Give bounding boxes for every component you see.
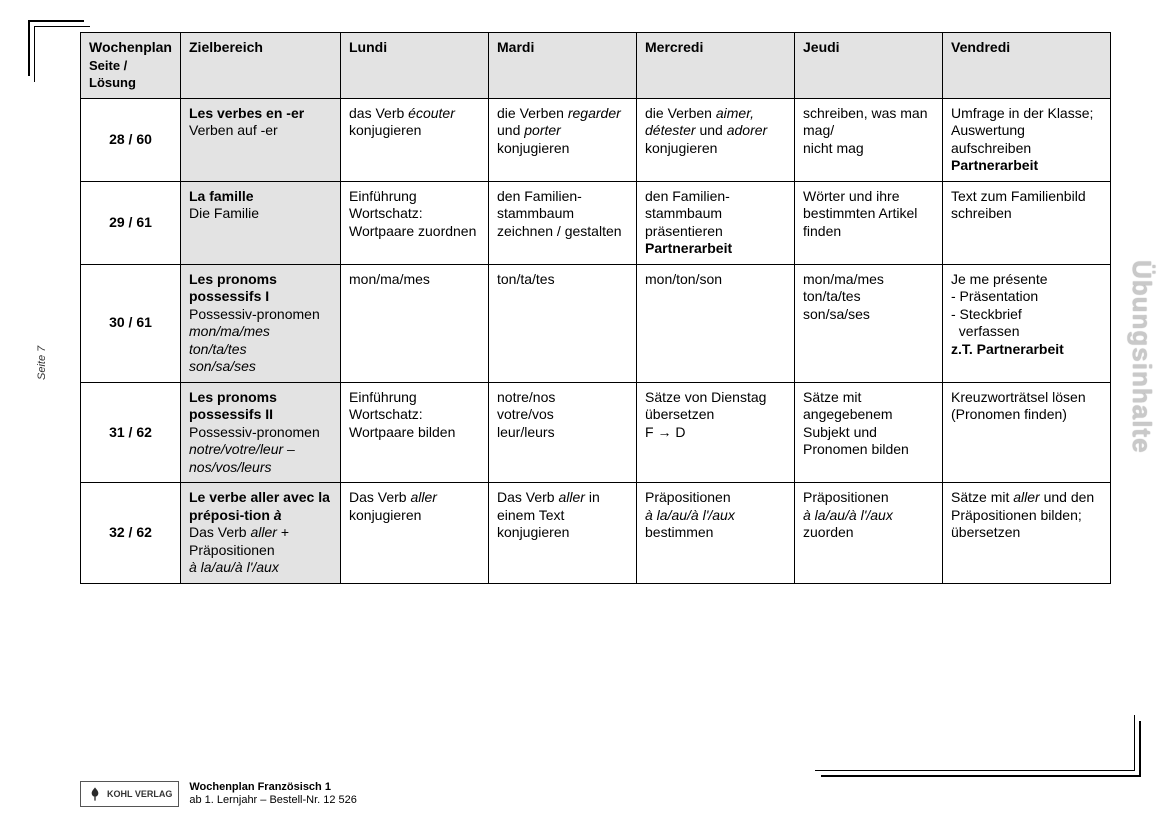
header-wochenplan: Wochenplan Seite / Lösung	[81, 33, 181, 99]
table-row: 29 / 61La familleDie FamilieEinführung W…	[81, 181, 1111, 264]
cell-mardi: die Verben regarder und porter konjugier…	[489, 98, 637, 181]
table-header-row: Wochenplan Seite / Lösung Zielbereich Lu…	[81, 33, 1111, 99]
cell-jeudi: Wörter und ihre bestimmten Artikel finde…	[795, 181, 943, 264]
cell-lundi: Das Verb aller konjugieren	[341, 483, 489, 584]
frame-line	[28, 20, 30, 76]
cell-jeudi: Präpositionenà la/au/à l'/aux zuorden	[795, 483, 943, 584]
cell-mercredi: die Verben aimer, détester und adorer ko…	[637, 98, 795, 181]
frame-line	[28, 20, 84, 22]
header-zielbereich: Zielbereich	[181, 33, 341, 99]
cell-mardi: notre/nosvotre/vosleur/leurs	[489, 382, 637, 483]
footer-text: Wochenplan Französisch 1 ab 1. Lernjahr …	[189, 781, 357, 807]
cell-lundi: mon/ma/mes	[341, 264, 489, 382]
cell-zielbereich: La familleDie Familie	[181, 181, 341, 264]
frame-line	[1134, 715, 1135, 771]
cell-lundi: Einführung Wortschatz: Wortpaare zuordne…	[341, 181, 489, 264]
header-jeudi: Jeudi	[795, 33, 943, 99]
cell-zielbereich: Les verbes en -erVerben auf -er	[181, 98, 341, 181]
footer: KOHL VERLAG Wochenplan Französisch 1 ab …	[80, 781, 357, 807]
footer-subline: ab 1. Lernjahr – Bestell-Nr. 12 526	[189, 794, 357, 807]
cell-jeudi: schreiben, was man mag/nicht mag	[795, 98, 943, 181]
publisher-name: KOHL VERLAG	[107, 789, 172, 799]
cell-page: 28 / 60	[81, 98, 181, 181]
table-row: 32 / 62Le verbe aller avec la préposi-ti…	[81, 483, 1111, 584]
side-page-number: Seite 7	[36, 346, 48, 380]
cell-mardi: Das Verb aller in einem Text konjugieren	[489, 483, 637, 584]
side-title: Übungsinhalte	[1126, 260, 1157, 454]
table-row: 30 / 61Les pronoms possessifs IPossessiv…	[81, 264, 1111, 382]
cell-page: 29 / 61	[81, 181, 181, 264]
frame-line	[821, 775, 1141, 777]
header-vendredi: Vendredi	[943, 33, 1111, 99]
cell-vendredi: Sätze mit aller und den Präpositionen bi…	[943, 483, 1111, 584]
cell-page: 30 / 61	[81, 264, 181, 382]
cell-jeudi: Sätze mit angegebenem Subjekt und Pronom…	[795, 382, 943, 483]
cell-lundi: das Verb écouter konjugieren	[341, 98, 489, 181]
cell-mardi: den Familien-stammbaum zeichnen / gestal…	[489, 181, 637, 264]
cell-jeudi: mon/ma/meston/ta/tesson/sa/ses	[795, 264, 943, 382]
cell-mercredi: Sätze von Dienstag übersetzenF → D	[637, 382, 795, 483]
frame-line	[34, 26, 35, 82]
cell-zielbereich: Les pronoms possessifs IPossessiv-pronom…	[181, 264, 341, 382]
cell-page: 31 / 62	[81, 382, 181, 483]
tree-icon	[87, 786, 103, 802]
cell-vendredi: Text zum Familienbild schreiben	[943, 181, 1111, 264]
cell-zielbereich: Le verbe aller avec la préposi-tion àDas…	[181, 483, 341, 584]
cell-vendredi: Kreuzworträtsel lösen (Pronomen finden)	[943, 382, 1111, 483]
frame-line	[34, 26, 90, 27]
footer-title: Wochenplan Französisch 1	[189, 781, 357, 794]
cell-vendredi: Je me présente- Präsentation- Steckbrief…	[943, 264, 1111, 382]
table-row: 28 / 60Les verbes en -erVerben auf -erda…	[81, 98, 1111, 181]
header-lundi: Lundi	[341, 33, 489, 99]
cell-mercredi: mon/ton/son	[637, 264, 795, 382]
cell-page: 32 / 62	[81, 483, 181, 584]
cell-vendredi: Umfrage in der Klasse;Auswertung aufschr…	[943, 98, 1111, 181]
cell-mardi: ton/ta/tes	[489, 264, 637, 382]
header-mercredi: Mercredi	[637, 33, 795, 99]
table-row: 31 / 62Les pronoms possessifs IIPossessi…	[81, 382, 1111, 483]
header-mardi: Mardi	[489, 33, 637, 99]
cell-mercredi: den Familien-stammbaum präsentierenPartn…	[637, 181, 795, 264]
cell-zielbereich: Les pronoms possessifs IIPossessiv-prono…	[181, 382, 341, 483]
cell-mercredi: Präpositionenà la/au/à l'/aux bestimmen	[637, 483, 795, 584]
frame-line	[815, 770, 1135, 771]
wochenplan-table: Wochenplan Seite / Lösung Zielbereich Lu…	[80, 32, 1111, 584]
frame-line	[1139, 721, 1141, 777]
publisher-logo: KOHL VERLAG	[80, 781, 179, 807]
cell-lundi: Einführung Wortschatz: Wortpaare bilden	[341, 382, 489, 483]
